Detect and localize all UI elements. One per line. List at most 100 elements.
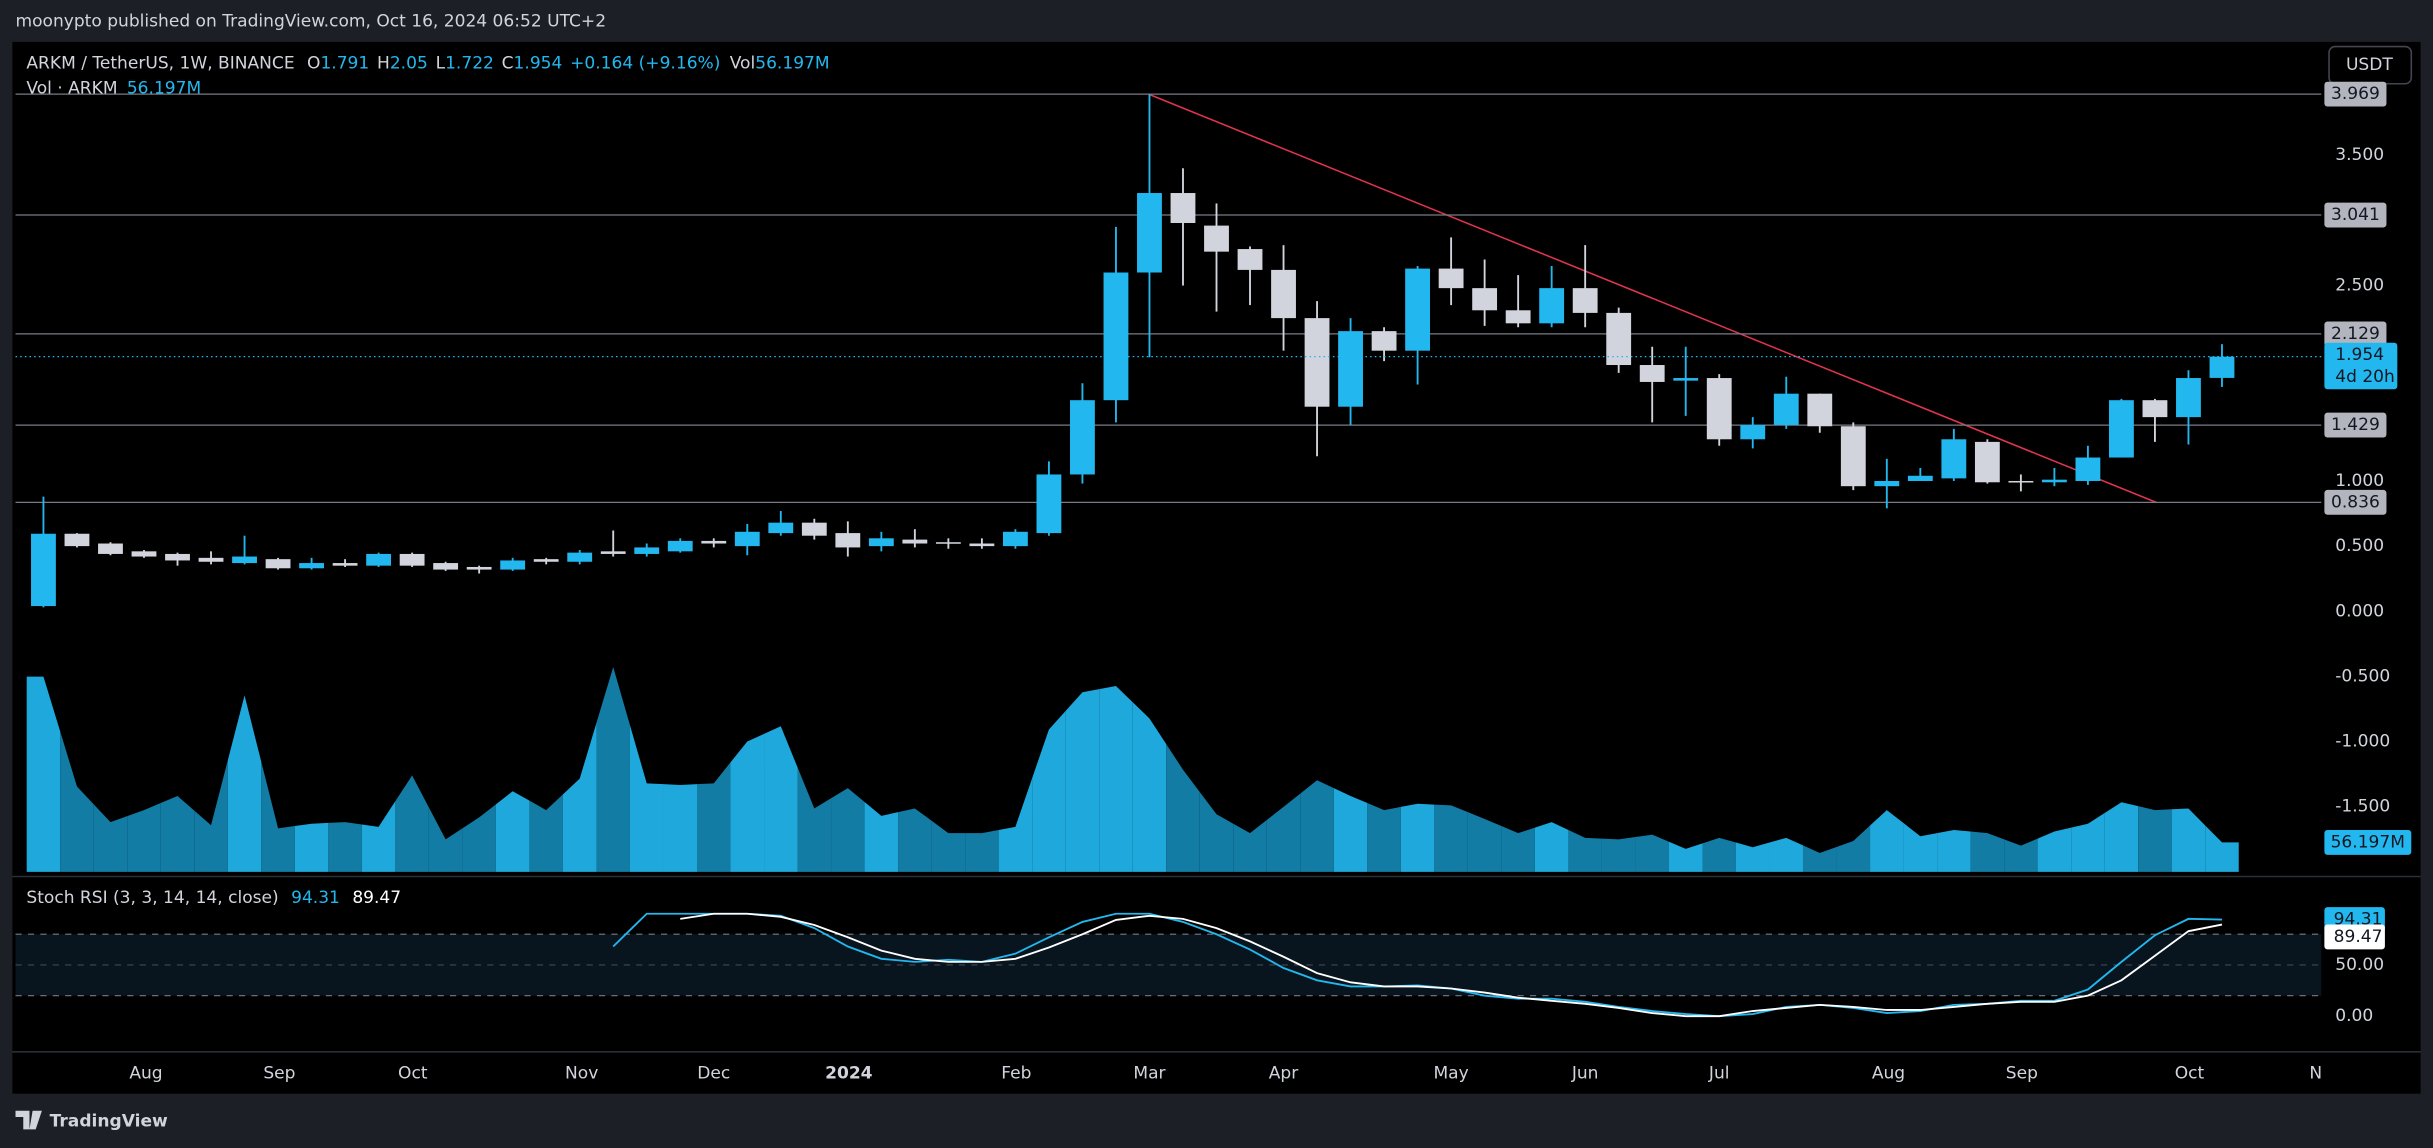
- candle-body: [1807, 393, 1833, 427]
- candle-body: [1673, 378, 1699, 381]
- level-label: 3.969: [2331, 84, 2380, 104]
- candle-body: [1907, 475, 1933, 481]
- level-label: 1.429: [2331, 415, 2380, 435]
- legend-change: +0.164 (+9.16%): [570, 54, 720, 74]
- candle-body: [902, 539, 928, 544]
- volume-area: [1836, 825, 1871, 872]
- level-tag: [2324, 489, 2387, 515]
- volume-area: [2205, 825, 2239, 872]
- y-tick-label: -0.500: [2335, 666, 2390, 686]
- x-tick-label: Jul: [1708, 1064, 1730, 1084]
- candle-body: [2176, 378, 2201, 418]
- volume-area: [1467, 812, 1502, 872]
- value-tag: [2324, 924, 2385, 950]
- legend-field-value: 1.954: [514, 54, 563, 74]
- band-fill: [15, 934, 2322, 996]
- volume-area: [227, 695, 262, 872]
- volume-legend: Vol · ARKM 56.197M: [26, 78, 201, 98]
- y-tick-label: 0.500: [2335, 536, 2384, 556]
- candle-body: [1740, 424, 1766, 440]
- volume-area: [127, 803, 161, 872]
- candle-body: [1237, 249, 1263, 270]
- x-tick-label: Aug: [129, 1064, 162, 1084]
- candle-body: [1137, 193, 1162, 273]
- volume-area: [93, 804, 128, 872]
- candle-body: [1070, 400, 1095, 475]
- volume-area: [2138, 806, 2172, 872]
- candle-body: [1572, 288, 1598, 313]
- volume-area: [629, 725, 664, 872]
- candle-body: [64, 533, 90, 547]
- volume-area: [160, 795, 195, 872]
- candle-body: [332, 563, 358, 566]
- volume-area: [60, 731, 94, 872]
- volume-area: [1534, 822, 1569, 872]
- y-tick-label: 3.500: [2335, 145, 2384, 165]
- legend: ARKM / TetherUS, 1W, BINANCE O1.791 H2.05 L…: [26, 54, 829, 74]
- volume-area: [898, 808, 932, 872]
- candle-body: [734, 531, 760, 547]
- volume-area: [2037, 827, 2072, 872]
- price-tag: [2324, 342, 2398, 390]
- candle-body: [1941, 439, 1967, 479]
- volume-area: [1668, 841, 1703, 872]
- volume-area: [1568, 829, 1602, 872]
- indicator-value: 89.47: [352, 888, 401, 908]
- candle-body: [868, 538, 894, 547]
- candle-body: [1505, 310, 1531, 324]
- price-tag-value: 1.954: [2335, 345, 2384, 365]
- candle-body: [433, 563, 459, 570]
- candle-body: [2142, 400, 2168, 418]
- volume-area: [1367, 803, 1401, 872]
- candle-body: [835, 533, 861, 548]
- volume-area: [1870, 810, 1904, 872]
- candle-body: [1773, 393, 1799, 425]
- candle-body: [1438, 268, 1464, 289]
- volume-area: [361, 801, 396, 872]
- legend-field-value: 1.791: [320, 54, 369, 74]
- x-tick-label: Jun: [1571, 1064, 1599, 1084]
- volume-area: [1735, 842, 1770, 872]
- volume-area: [764, 726, 798, 872]
- candle-body: [1204, 225, 1229, 252]
- volume-area: [864, 801, 899, 872]
- volume-tag-label: 56.197M: [2331, 832, 2405, 852]
- volume-area: [1635, 834, 1669, 872]
- candle-body: [1974, 441, 2000, 483]
- indicator-value: 94.31: [291, 888, 340, 908]
- candle-body: [1706, 378, 1732, 440]
- y-tick-label: 0.000: [2335, 601, 2384, 621]
- candle-body: [2008, 480, 2034, 483]
- volume-area: [1099, 685, 1133, 872]
- published-line: moonypto published on TradingView.com, O…: [16, 12, 607, 32]
- indicator-legend: Stoch RSI (3, 3, 14, 14, close) 94.31 89.4…: [26, 888, 401, 908]
- volume-area: [1970, 831, 2005, 872]
- stoch-line: [612, 912, 2222, 1018]
- volume-area: [931, 820, 966, 872]
- candle-body: [567, 552, 593, 562]
- candle-body: [2041, 479, 2067, 483]
- y-tick-label: 2.500: [2335, 276, 2384, 296]
- indicator-title: Stoch RSI (3, 3, 14, 14, close): [26, 888, 278, 908]
- volume-area: [428, 807, 463, 872]
- volume-area: [1199, 792, 1234, 872]
- volume-area: [1702, 837, 1736, 872]
- volume-area: [998, 778, 1033, 872]
- x-tick-label: Sep: [2006, 1064, 2038, 1084]
- volume-area: [1300, 780, 1334, 872]
- legend-volume-value: 56.197M: [755, 54, 829, 74]
- candle-body: [1271, 269, 1296, 319]
- y-tick-label: 0.00: [2335, 1006, 2373, 1026]
- volume-area: [797, 767, 832, 872]
- volume-area: [1903, 823, 1938, 872]
- volume-legend-name: Vol · ARKM: [26, 78, 117, 98]
- volume-area: [2071, 812, 2105, 872]
- legend-field-label: H: [377, 54, 390, 74]
- x-tick-label: 2024: [825, 1064, 873, 1084]
- candle-body: [701, 540, 727, 544]
- candle-body: [533, 559, 559, 562]
- candle-body: [969, 543, 995, 547]
- level-tag: [2324, 81, 2387, 107]
- level-tag: [2324, 321, 2387, 347]
